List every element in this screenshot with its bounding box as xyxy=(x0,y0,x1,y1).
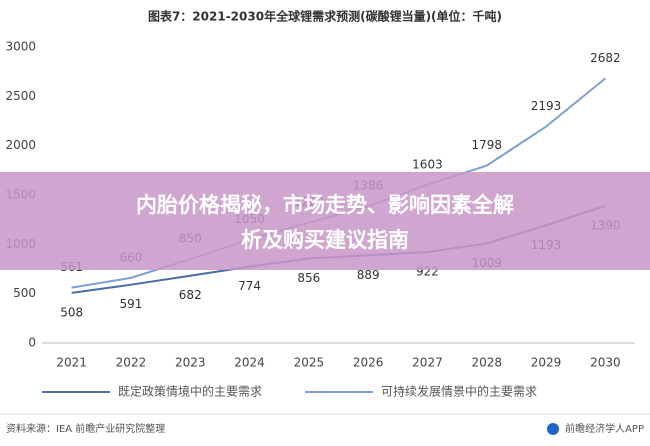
banner-line: 内胎价格揭秘，市场走势、影响因素全解 xyxy=(136,193,514,217)
x-tick-label: 2023 xyxy=(175,356,206,370)
data-label: 889 xyxy=(357,268,380,282)
x-tick-label: 2021 xyxy=(56,356,87,370)
x-tick-label: 2026 xyxy=(353,356,384,370)
data-label: 1798 xyxy=(471,138,502,152)
y-tick-label: 2500 xyxy=(5,89,36,103)
data-label: 774 xyxy=(238,279,261,293)
data-label: 508 xyxy=(60,305,83,319)
footer-brand: 前瞻经济学人APP xyxy=(565,422,644,435)
y-tick-label: 2000 xyxy=(5,138,36,152)
banner-line: 析及购买建议指南 xyxy=(241,228,409,252)
x-tick-label: 2028 xyxy=(471,356,502,370)
data-label: 591 xyxy=(119,297,142,311)
legend-label: 可持续发展情景中的主要需求 xyxy=(381,384,537,399)
data-label: 2682 xyxy=(590,51,621,65)
footer-source: 资料来源：IEA 前瞻产业研究院整理 xyxy=(6,422,165,435)
data-label: 1603 xyxy=(412,157,443,171)
x-tick-label: 2027 xyxy=(412,356,443,370)
y-tick-label: 500 xyxy=(13,286,36,300)
data-label: 682 xyxy=(179,288,202,302)
data-label: 2193 xyxy=(531,99,562,113)
y-tick-label: 0 xyxy=(28,336,36,350)
x-tick-label: 2029 xyxy=(531,356,562,370)
x-tick-label: 2022 xyxy=(116,356,147,370)
banner xyxy=(0,172,650,270)
chart-title: 图表7：2021-2030年全球锂需求预测(碳酸锂当量)(单位：千吨) xyxy=(148,9,502,24)
legend-label: 既定政策情境中的主要需求 xyxy=(118,384,262,399)
y-tick-label: 3000 xyxy=(5,40,36,54)
x-tick-label: 2024 xyxy=(234,356,265,370)
x-tick-label: 2030 xyxy=(590,356,621,370)
data-label: 856 xyxy=(297,271,320,285)
brand-logo xyxy=(547,423,559,435)
x-tick-label: 2025 xyxy=(294,356,325,370)
